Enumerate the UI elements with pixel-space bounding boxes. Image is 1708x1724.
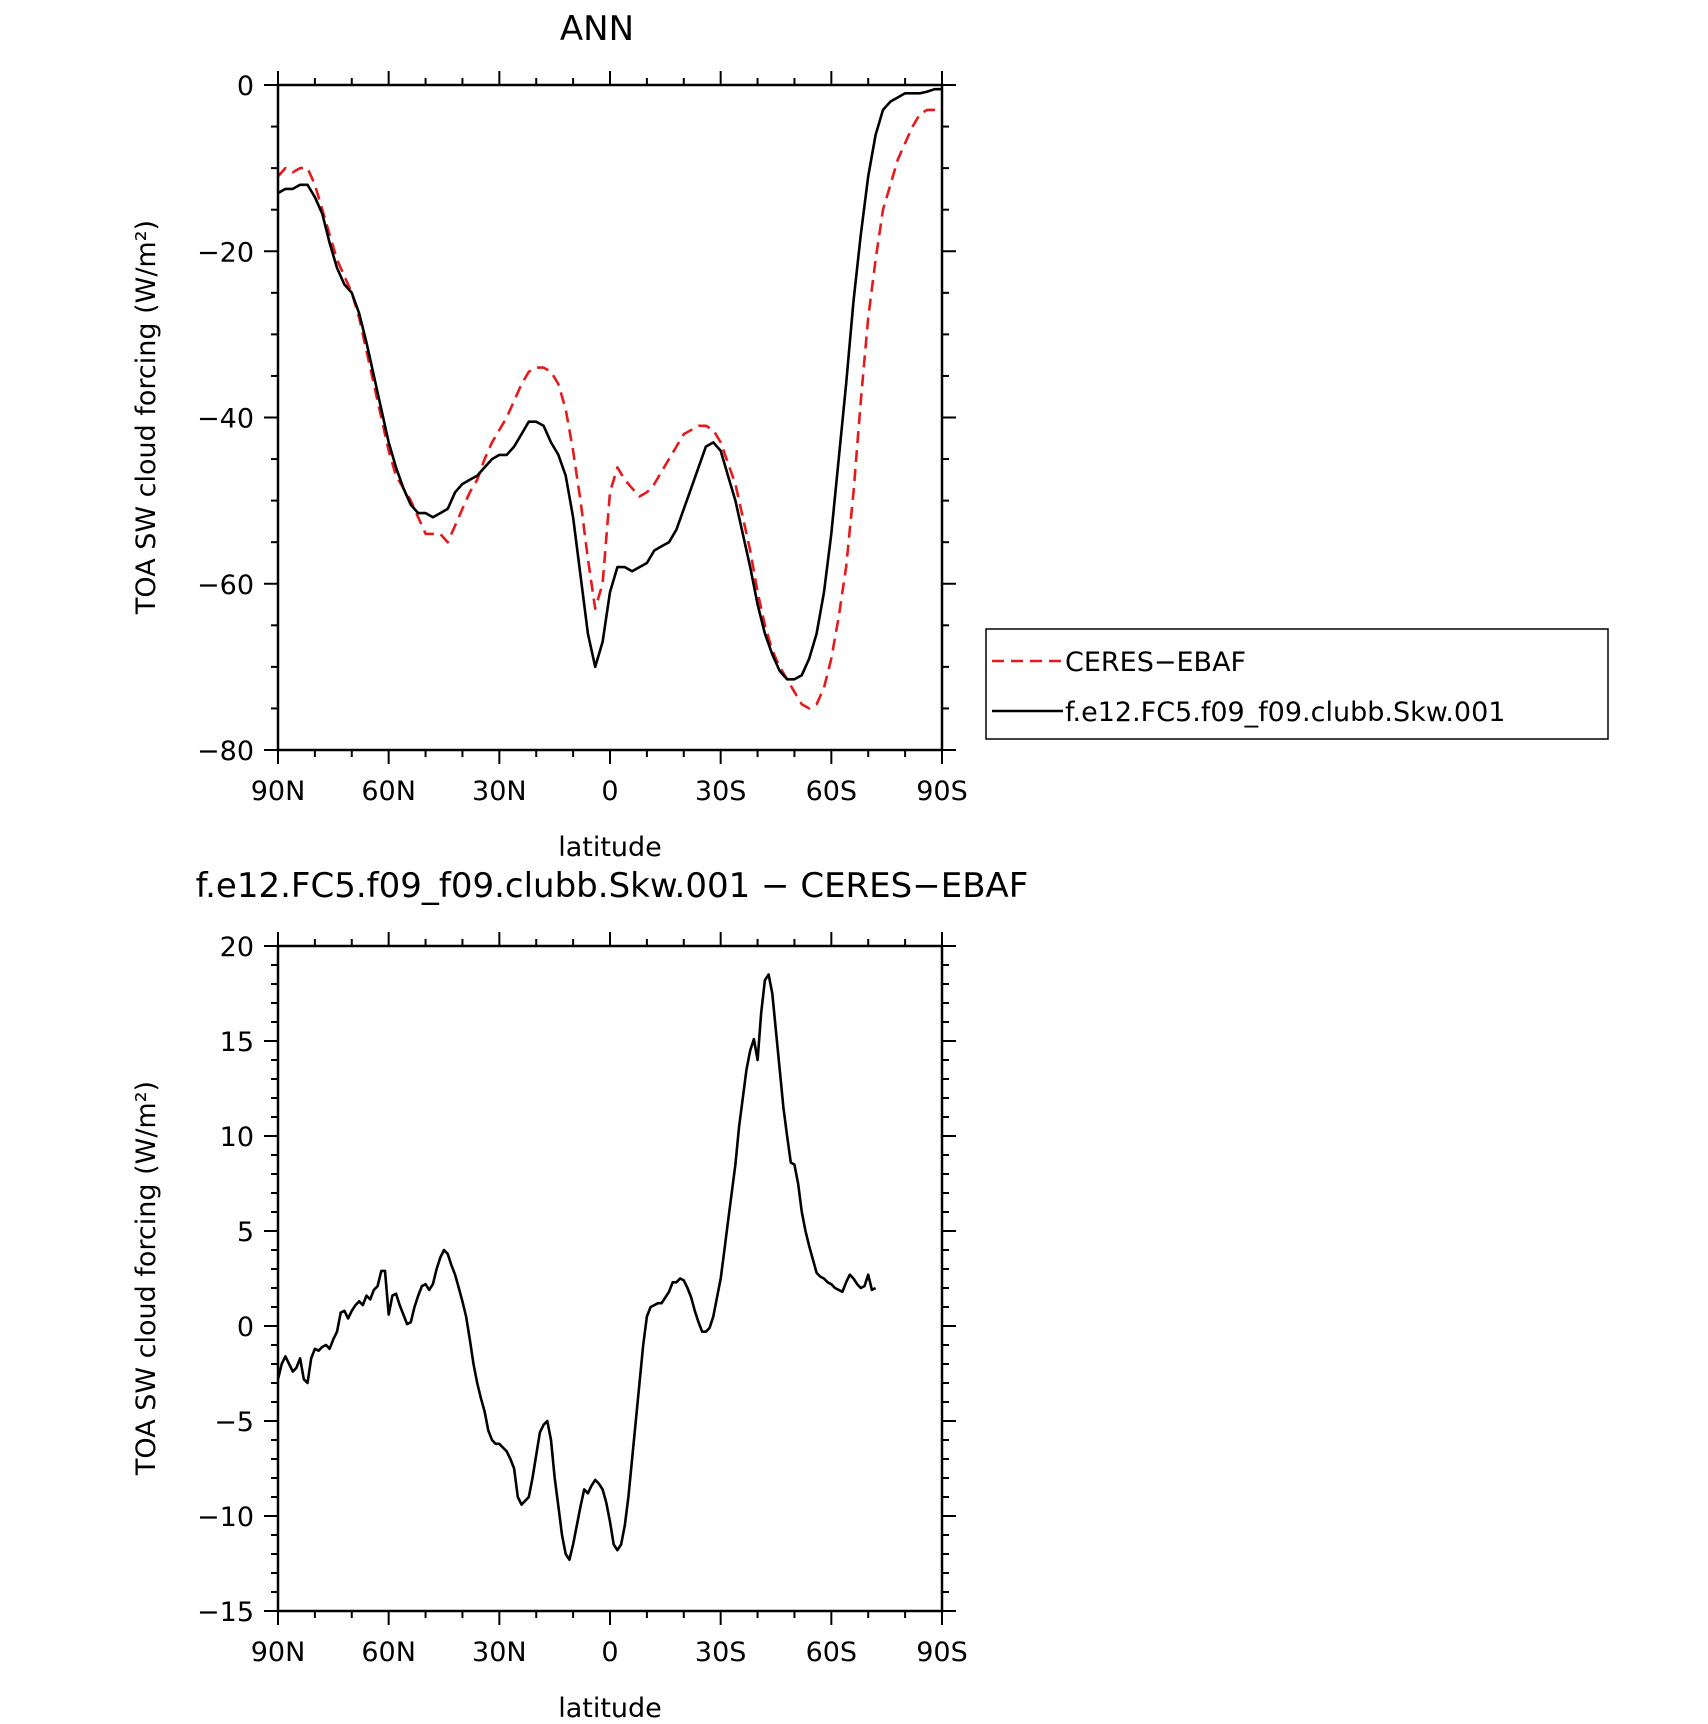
y-tick-label: −40	[197, 404, 254, 435]
panel-2-series	[276, 973, 877, 1561]
y-tick-label: 10	[220, 1122, 254, 1153]
x-tick-label: 90S	[916, 1637, 968, 1668]
x-tick-label: 60N	[361, 1637, 416, 1668]
x-tick-label: 60N	[361, 776, 416, 807]
y-tick-label: −5	[214, 1407, 254, 1438]
panel-2-title: f.e12.FC5.f09_f09.clubb.Skw.001 − CERES−…	[196, 866, 1029, 906]
legend-label-model: f.e12.FC5.f09_f09.clubb.Skw.001	[1065, 697, 1505, 728]
x-tick-label: 60S	[806, 776, 858, 807]
x-tick-label: 0	[601, 776, 618, 807]
y-tick-label: −15	[197, 1597, 254, 1628]
x-tick-label: 30N	[472, 776, 527, 807]
x-tick-label: 90S	[916, 776, 968, 807]
panel-1-ticks: 90N 60N 30N 0 30S 60S 90S 0 −20 −40 −60 −80	[197, 71, 968, 807]
series-line-1	[277, 87, 942, 681]
panel-2-ylabel: TOA SW cloud forcing (W/m²)	[131, 1081, 162, 1476]
x-tick-label: 0	[601, 1637, 618, 1668]
panel-1-title: ANN	[560, 9, 634, 49]
y-tick-label: 15	[220, 1027, 254, 1058]
panel-1-xlabel: latitude	[558, 832, 662, 863]
x-tick-label: 90N	[251, 776, 306, 807]
panel-1-ylabel: TOA SW cloud forcing (W/m²)	[131, 220, 162, 615]
y-tick-label: 5	[237, 1217, 254, 1248]
series-line-0	[277, 108, 942, 710]
x-tick-label: 60S	[806, 1637, 858, 1668]
series-line-0	[276, 973, 877, 1561]
panel-2-ticks: 90N 60N 30N 0 30S 60S 90S 20 15 10 5 0 −5 −10 −15	[197, 932, 968, 1668]
y-tick-label: −10	[197, 1502, 254, 1533]
x-tick-label: 90N	[251, 1637, 306, 1668]
panel-2-frame	[276, 944, 944, 1613]
y-tick-label: 0	[237, 71, 254, 102]
legend: CERES−EBAF f.e12.FC5.f09_f09.clubb.Skw.0…	[985, 628, 1609, 740]
legend-label-ceres: CERES−EBAF	[1065, 647, 1246, 678]
y-tick-label: −60	[197, 570, 254, 601]
x-tick-label: 30S	[695, 1637, 747, 1668]
y-tick-label: −20	[197, 237, 254, 268]
panel-2-xlabel: latitude	[558, 1693, 662, 1724]
y-tick-label: −80	[197, 736, 254, 767]
panel-1-series	[277, 87, 942, 710]
x-tick-label: 30N	[472, 1637, 527, 1668]
x-tick-label: 30S	[695, 776, 747, 807]
y-tick-label: 20	[220, 932, 254, 963]
legend-box	[985, 628, 1609, 740]
y-tick-label: 0	[237, 1312, 254, 1343]
panel-1-frame	[276, 83, 944, 752]
